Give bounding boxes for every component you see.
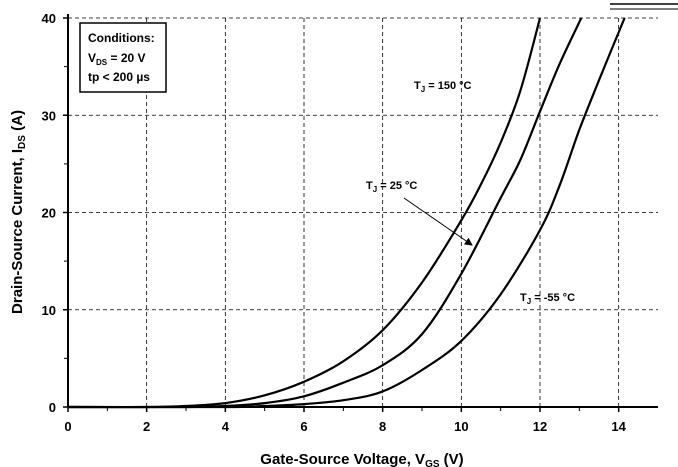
- conditions-box: Conditions: VDS = 20 V tp < 200 µs: [79, 22, 167, 93]
- label-tj-150: TJ = 150 °C: [414, 80, 472, 94]
- y-tick-label: 30: [42, 108, 56, 123]
- y-tick-label: 10: [42, 303, 56, 318]
- series-line-tj-minus55: [67, 17, 626, 409]
- y-tick-label: 0: [49, 400, 56, 415]
- x-tick-label: 10: [454, 419, 468, 434]
- x-tick-label: 8: [379, 419, 386, 434]
- x-tick-label: 6: [300, 419, 307, 434]
- x-tick-label: 4: [222, 419, 230, 434]
- x-tick-label: 12: [533, 419, 547, 434]
- y-axis-title: Drain-Source Current, IDS (A): [9, 110, 28, 314]
- x-tick-label: 0: [64, 419, 71, 434]
- conditions-vds: VDS = 20 V: [88, 51, 146, 67]
- x-tick-label: 2: [143, 419, 150, 434]
- label-tj-minus55: TJ = -55 °C: [520, 292, 575, 306]
- annotation-arrow: [403, 197, 473, 246]
- conditions-title: Conditions:: [88, 31, 155, 45]
- y-tick-label: 20: [42, 206, 56, 221]
- tick-labels: 0 2 4 6 8 10 12 14 0 10 20 30 40: [42, 11, 627, 434]
- conditions-tp: tp < 200 µs: [88, 70, 150, 84]
- y-tick-label: 40: [42, 11, 56, 26]
- x-axis-title: Gate-Source Voltage, VGS (V): [260, 451, 463, 467]
- series-lines: [67, 17, 626, 409]
- label-tj-25: TJ = 25 °C: [366, 180, 417, 194]
- x-tick-label: 14: [611, 419, 626, 434]
